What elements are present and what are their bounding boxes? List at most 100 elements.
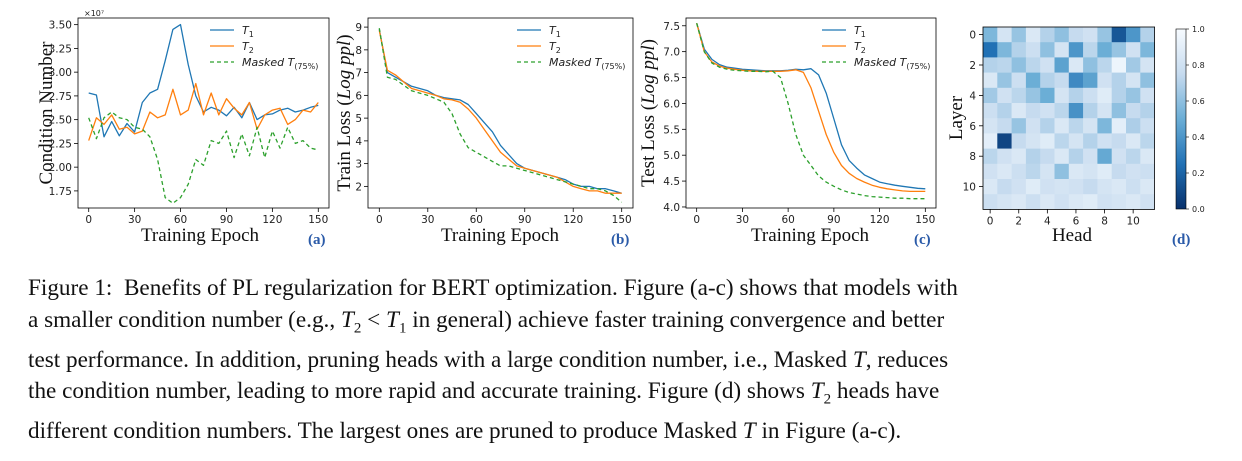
panel-d-xlabel: Head (1052, 225, 1093, 246)
heatmap-cell (1140, 72, 1155, 89)
heatmap-cell (1083, 57, 1098, 73)
heatmap-cell (1068, 118, 1084, 134)
heatmap-cell (983, 72, 998, 89)
heatmap-cell (1097, 194, 1112, 210)
heatmap-cell (1011, 118, 1027, 134)
heatmap-cell (1054, 42, 1070, 58)
x-tick-label: 0 (376, 214, 383, 226)
heatmap-cell (1068, 133, 1084, 149)
heatmap-cell (1083, 148, 1098, 165)
series-line (696, 23, 926, 200)
x-tick-label: 90 (220, 214, 233, 226)
legend-label: Masked T(75%) (242, 56, 318, 71)
panel-d-heatmap: Layer Head (d) 0 2 4 6 8 10 0 2 4 6 8 10 0.0 0.2 0.4 0.… (946, 25, 1205, 248)
y-tick-label: 4 (355, 136, 362, 148)
y-tick-label: 10 (963, 182, 976, 194)
heatmap-cell (1040, 179, 1055, 195)
heatmap-cell (983, 57, 998, 73)
legend-label: T1 (854, 24, 866, 39)
y-tick-label: 3.00 (49, 67, 72, 79)
panel-c-xlabel: Training Epoch (751, 225, 870, 246)
x-tick-label: 150 (308, 214, 328, 226)
heatmap-cell (997, 72, 1012, 89)
heatmap-cell (1111, 148, 1127, 165)
heatmap-cell (1054, 148, 1070, 165)
heatmap-cell (983, 179, 998, 195)
heatmap-cell (1011, 163, 1027, 180)
y-tick-label: 8 (355, 45, 362, 57)
x-tick-label: 6 (1073, 215, 1080, 227)
heatmap-cell (1025, 57, 1041, 73)
heatmap-cell (1025, 194, 1041, 210)
heatmap-cell (1040, 163, 1055, 180)
heatmap-cell (997, 57, 1012, 73)
y-tick-label: 5.5 (663, 124, 680, 136)
heatmap-cell (997, 27, 1012, 43)
heatmap-cell (997, 87, 1012, 104)
heatmap-cell (1025, 42, 1041, 58)
heatmap-cell (997, 42, 1012, 58)
x-tick-label: 30 (736, 214, 749, 226)
y-tick-label: 4.5 (663, 176, 680, 188)
heatmap-cell (1083, 103, 1098, 119)
heatmap-cell (1111, 194, 1127, 210)
heatmap-cell (1097, 118, 1112, 134)
panel-a-xlabel: Training Epoch (141, 225, 260, 246)
y-tick-label: 2 (969, 60, 976, 72)
y-tick-label: 6 (355, 90, 362, 102)
heatmap-cell (1111, 87, 1127, 104)
heatmap-frame (982, 26, 1156, 210)
heatmap-cell (1111, 57, 1127, 73)
heatmap-cell (1040, 148, 1055, 165)
heatmap-cell (1011, 27, 1027, 43)
x-tick-label: 120 (870, 214, 890, 226)
y-tick-label: 3.50 (49, 20, 72, 32)
heatmap-cell (1140, 133, 1155, 149)
heatmap-cell (1111, 42, 1127, 58)
heatmap-cell (1126, 57, 1141, 73)
heatmap-cell (1011, 87, 1027, 104)
x-tick-label: 60 (174, 214, 187, 226)
heatmap-cell (1068, 194, 1084, 210)
heatmap-cell (1011, 42, 1027, 58)
y-tick-label: 0 (969, 30, 976, 42)
panel-a-scale-note: ×10⁷ (84, 9, 104, 18)
series-line (378, 30, 622, 194)
heatmap-cell (1097, 87, 1112, 104)
heatmap-cell (1025, 163, 1041, 180)
heatmap-cell (1040, 194, 1055, 210)
heatmap-cell (1111, 118, 1127, 134)
series-line (378, 29, 622, 194)
legend-label: T2 (242, 40, 254, 55)
panel-d-ylabel: Layer (946, 95, 967, 140)
heatmap-cell (997, 179, 1012, 195)
heatmap-cell (1068, 163, 1084, 180)
heatmap-cell (1068, 27, 1084, 43)
y-tick-label: 2.25 (49, 138, 72, 150)
series-line (88, 23, 319, 138)
heatmap-cell (1111, 27, 1127, 43)
heatmap-cell (1068, 179, 1084, 195)
heatmap-cell (1068, 103, 1084, 119)
y-tick-label: 6.5 (663, 73, 680, 85)
panel-b-train-loss: Train Loss (Log ppl) Training Epoch (b) … (334, 17, 634, 248)
heatmap-cell (1083, 163, 1098, 180)
x-tick-label: 30 (421, 214, 434, 226)
heatmap-cell (1126, 27, 1141, 43)
heatmap-cell (1011, 194, 1027, 210)
heatmap-cell (1025, 87, 1041, 104)
heatmap-cell (1068, 57, 1084, 73)
heatmap-cell (1054, 103, 1070, 119)
x-tick-label: 90 (518, 214, 531, 226)
panel-a-condition-number: ×10⁷ Condition Number Training Epoch (a)… (36, 9, 330, 248)
heatmap-cell (1083, 194, 1098, 210)
x-tick-label: 0 (693, 214, 700, 226)
y-tick-label: 4 (969, 90, 976, 102)
heatmap-cell (1097, 103, 1112, 119)
caption-line: Figure 1: Benefits of PL regularization … (28, 275, 958, 301)
x-tick-label: 2 (1015, 215, 1022, 227)
series-line (88, 82, 319, 141)
heatmap-cell (983, 148, 998, 165)
panel-b-letter: (b) (611, 232, 629, 248)
heatmap-cell (1040, 27, 1055, 43)
